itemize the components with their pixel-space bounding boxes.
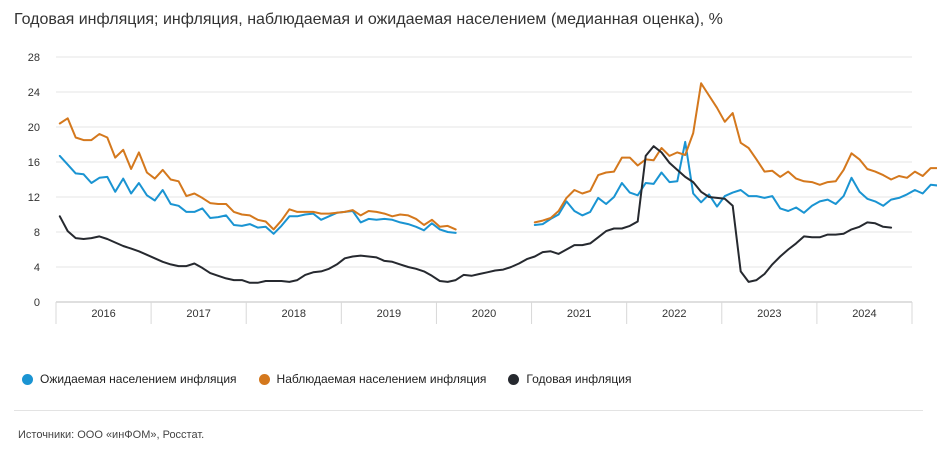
legend-marker-observed (258, 373, 270, 385)
series-line-expected (58, 140, 937, 235)
legend-item-observed[interactable]: Наблюдаемая населением инфляция (258, 372, 487, 386)
series-line-observed (58, 82, 937, 231)
source-note: Источники: ООО «инФОМ», Росстат. (18, 429, 205, 441)
x-tick-label: 2021 (567, 308, 591, 320)
x-tick-label: 2018 (282, 308, 306, 320)
x-tick-label: 2024 (852, 308, 876, 320)
legend-item-annual[interactable]: Годовая инфляция (508, 372, 631, 386)
y-tick-label: 8 (34, 227, 40, 239)
y-tick-label: 24 (28, 87, 40, 99)
legend-label-annual: Годовая инфляция (526, 372, 632, 386)
legend-marker-expected (22, 373, 33, 385)
legend-marker-annual (508, 373, 520, 385)
y-tick-label: 0 (34, 297, 40, 309)
y-tick-label: 20 (28, 122, 40, 134)
x-tick-label: 2019 (377, 308, 401, 320)
y-tick-label: 16 (28, 157, 40, 169)
legend-label-expected: Ожидаемая населением инфляция (40, 372, 237, 386)
legend-item-expected[interactable]: Ожидаемая населением инфляция (22, 372, 237, 386)
chart-legend: Ожидаемая населением инфляция Наблюдаема… (22, 372, 631, 386)
legend-label-observed: Наблюдаемая населением инфляция (276, 372, 487, 386)
x-tick-label: 2022 (662, 308, 686, 320)
x-tick-label: 2020 (472, 308, 496, 320)
series-line-annual (58, 145, 893, 284)
x-tick-label: 2016 (91, 308, 115, 320)
y-tick-label: 28 (28, 52, 40, 64)
chart-title: Годовая инфляция; инфляция, наблюдаемая … (14, 11, 723, 28)
y-tick-label: 4 (34, 262, 40, 274)
y-tick-label: 12 (28, 192, 40, 204)
x-tick-label: 2017 (186, 308, 210, 320)
footer-divider (14, 410, 923, 411)
x-tick-label: 2023 (757, 308, 781, 320)
